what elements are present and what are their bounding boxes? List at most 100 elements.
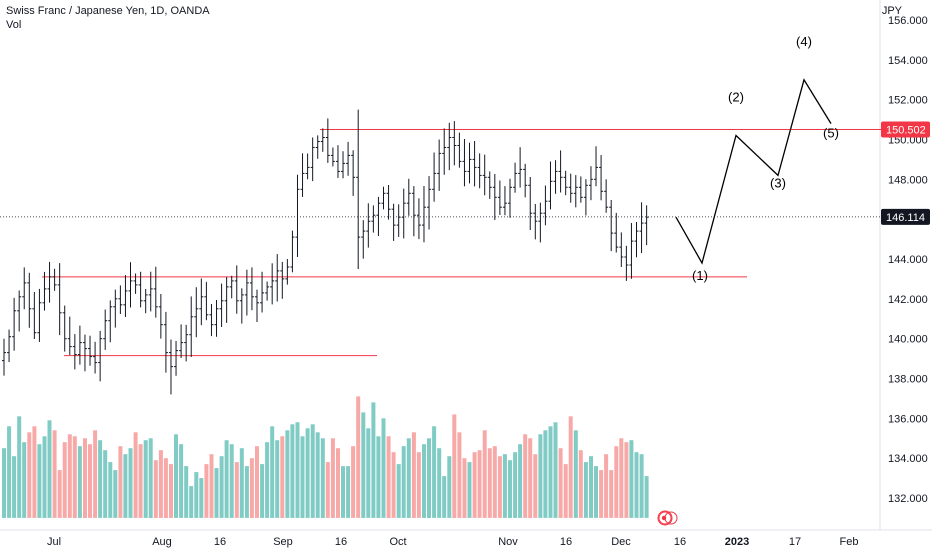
volume-bar [639,454,644,518]
volume-bar [199,478,204,518]
volume-bar [179,444,184,518]
volume-bar [492,446,497,518]
volume-bar [305,428,310,518]
volume-bar [265,442,270,518]
volume-bar [497,456,502,518]
volume-bar [599,470,604,518]
volume-bar [634,452,639,518]
volume-bar [158,450,163,518]
volume-bar [93,430,98,518]
volume-bar [609,470,614,518]
volume-bar [336,448,340,518]
price-tick-label: 136.000 [888,413,928,425]
price-tick-label: 148.000 [888,174,928,186]
volume-bar [290,424,295,518]
volume-bar [447,456,452,518]
volume-bar [229,444,234,518]
volume-bar [123,454,128,518]
volume-bar [17,416,22,518]
volume-bar [528,438,533,518]
alert-circle-icon[interactable] [657,510,678,526]
volume-bar [224,440,229,518]
price-tick-label: 142.000 [888,294,928,306]
price-tick-label: 132.000 [888,493,928,505]
price-tick-label: 140.000 [888,334,928,346]
volume-bar [325,462,330,518]
volume-bar [275,440,280,518]
wave-label: (2) [728,90,744,105]
volume-bar [285,430,290,518]
volume-bar [234,462,239,518]
volume-bar [487,448,492,518]
volume-bar [533,454,538,518]
volume-bar [295,422,300,518]
price-tick-label: 144.000 [888,254,928,266]
volume-bar [457,432,462,518]
volume-bar [98,440,103,518]
wave-label: (4) [796,34,812,49]
volume-bar [37,444,42,518]
volume-bar [604,454,609,518]
volume-bar [72,436,77,518]
elliott-wave-projection [675,78,832,265]
chart-title: Swiss Franc / Japanese Yen, 1D, OANDA [6,5,210,17]
volume-bar [27,432,32,518]
price-tick-label: 156.000 [888,15,928,27]
volume-bar [2,448,6,518]
volume-bar [432,426,437,518]
volume-bar [366,428,371,518]
currency-unit: JPY [881,5,902,17]
volume-bar [416,452,421,518]
price-tick-label: 138.000 [888,374,928,386]
volume-bar [138,444,143,518]
volume-bar [88,444,92,518]
time-tick-label: Dec [611,536,631,548]
volume-bar [219,456,224,518]
volume-bar [83,438,87,518]
time-tick-label: 16 [674,536,686,548]
wave-label: (3) [770,175,786,190]
volume-bar [239,448,244,518]
volume-bar [578,450,583,518]
time-tick-label: Aug [152,536,172,548]
volume-bar [427,438,431,518]
volume-bar [300,436,305,518]
volume-bar [594,466,598,518]
volume-bar [174,434,178,518]
volume-bar [260,464,265,518]
volume-bar [113,470,118,518]
time-tick-label: Nov [498,536,518,548]
volume-bar [143,440,148,518]
volume-bar [437,448,442,518]
volume-bar [381,418,386,518]
volume-bar [563,464,568,518]
volume-bar [270,426,275,518]
volume-bar [361,412,366,518]
volume-bar [255,446,259,518]
volume-bar [502,454,507,518]
time-tick-label: Oct [389,536,406,548]
time-tick-label: Jul [47,536,61,548]
volume-bar [169,464,173,518]
volume-bar [386,436,391,518]
volume-bar [128,448,133,518]
volume-bar [209,454,214,518]
price-tick-label: 152.000 [888,95,928,107]
volume-bar [42,436,47,518]
price-badge-label: 146.114 [886,212,925,224]
volume-bar [57,470,62,518]
volume-bar [341,466,345,518]
volume-bar [320,438,325,518]
volume-label: Vol [6,19,22,31]
price-tick-label: 154.000 [888,55,928,67]
volume-bar [249,458,254,518]
volume-bar [391,452,396,518]
volume-bar [330,438,335,518]
volume-bar [538,434,543,518]
volume-bar [548,426,553,518]
wave-label: (1) [692,268,708,283]
volume-bar [194,472,199,518]
volume-bar [467,462,472,518]
volume-bar [452,414,457,518]
